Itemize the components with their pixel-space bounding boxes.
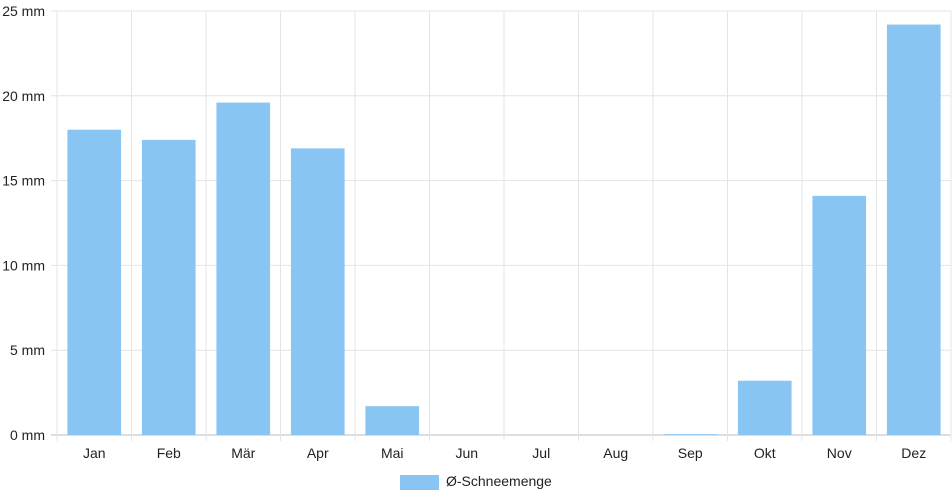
x-tick-label: Sep (678, 445, 703, 461)
y-tick-label: 15 mm (2, 173, 45, 189)
x-tick-label: Feb (157, 445, 181, 461)
y-axis-ticks: 0 mm 5 mm 10 mm 15 mm 20 mm 25 mm (2, 3, 45, 443)
grid (51, 10, 952, 441)
x-tick-label: Aug (603, 445, 628, 461)
bar-Mär[interactable] (216, 102, 271, 436)
bar-Okt[interactable] (737, 380, 792, 435)
bar-Mai[interactable] (365, 406, 420, 435)
legend-swatch[interactable] (400, 475, 439, 490)
y-tick-label: 5 mm (10, 342, 45, 358)
x-tick-label: Apr (307, 445, 329, 461)
bars (67, 24, 941, 436)
x-tick-label: Mär (231, 445, 255, 461)
bar-Sep[interactable] (663, 434, 718, 435)
bar-Feb[interactable] (141, 139, 196, 435)
bar-Nov[interactable] (812, 195, 867, 435)
legend-label[interactable]: Ø-Schneemenge (446, 473, 552, 489)
x-tick-label: Dez (901, 445, 926, 461)
x-tick-label: Mai (381, 445, 404, 461)
x-tick-label: Okt (754, 445, 776, 461)
x-tick-label: Jul (532, 445, 550, 461)
x-axis-ticks: Jan Feb Mär Apr Mai Jun Jul Aug Sep Okt Nov Dez (83, 445, 926, 461)
y-tick-label: 0 mm (10, 427, 45, 443)
bar-Apr[interactable] (290, 148, 345, 435)
legend[interactable]: Ø-Schneemenge (400, 473, 552, 490)
y-tick-label: 25 mm (2, 3, 45, 19)
bar-Jan[interactable] (67, 129, 122, 435)
bar-Dez[interactable] (886, 24, 941, 436)
x-tick-label: Jun (455, 445, 478, 461)
x-tick-label: Jan (83, 445, 106, 461)
y-tick-label: 10 mm (2, 257, 45, 273)
y-tick-label: 20 mm (2, 88, 45, 104)
x-tick-label: Nov (827, 445, 852, 461)
